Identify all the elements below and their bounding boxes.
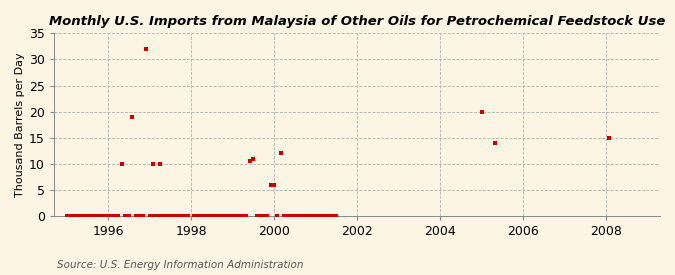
Y-axis label: Thousand Barrels per Day: Thousand Barrels per Day bbox=[15, 52, 25, 197]
Point bbox=[144, 214, 155, 218]
Point bbox=[155, 214, 165, 218]
Point bbox=[99, 214, 110, 218]
Point bbox=[217, 214, 227, 218]
Point bbox=[241, 214, 252, 218]
Point bbox=[290, 214, 300, 218]
Point bbox=[109, 214, 120, 218]
Point bbox=[103, 214, 113, 218]
Point bbox=[124, 214, 134, 218]
Point bbox=[275, 151, 286, 156]
Point bbox=[75, 214, 86, 218]
Point bbox=[238, 214, 248, 218]
Point bbox=[306, 214, 317, 218]
Point bbox=[189, 214, 200, 218]
Point bbox=[293, 214, 304, 218]
Point bbox=[199, 214, 210, 218]
Point bbox=[317, 214, 328, 218]
Point bbox=[155, 162, 165, 166]
Point bbox=[210, 214, 221, 218]
Point bbox=[296, 214, 307, 218]
Point bbox=[179, 214, 190, 218]
Point bbox=[68, 214, 79, 218]
Point bbox=[141, 47, 152, 51]
Point bbox=[331, 214, 342, 218]
Point bbox=[168, 214, 179, 218]
Point bbox=[272, 214, 283, 218]
Point bbox=[303, 214, 314, 218]
Point bbox=[314, 214, 325, 218]
Point bbox=[279, 214, 290, 218]
Point bbox=[137, 214, 148, 218]
Point bbox=[248, 156, 259, 161]
Point bbox=[176, 214, 186, 218]
Point bbox=[120, 214, 131, 218]
Point bbox=[265, 183, 276, 187]
Point bbox=[72, 214, 82, 218]
Point bbox=[234, 214, 245, 218]
Point bbox=[310, 214, 321, 218]
Point bbox=[476, 109, 487, 114]
Point bbox=[327, 214, 338, 218]
Point bbox=[82, 214, 92, 218]
Point bbox=[262, 214, 273, 218]
Point bbox=[61, 214, 72, 218]
Point bbox=[172, 214, 183, 218]
Point bbox=[282, 214, 293, 218]
Point bbox=[106, 214, 117, 218]
Point bbox=[113, 214, 124, 218]
Point bbox=[134, 214, 144, 218]
Point bbox=[207, 214, 217, 218]
Point bbox=[300, 214, 310, 218]
Text: Source: U.S. Energy Information Administration: Source: U.S. Energy Information Administ… bbox=[57, 260, 304, 270]
Point bbox=[203, 214, 214, 218]
Point bbox=[286, 214, 297, 218]
Point bbox=[182, 214, 193, 218]
Point bbox=[220, 214, 231, 218]
Point bbox=[165, 214, 176, 218]
Point bbox=[490, 141, 501, 145]
Point bbox=[65, 214, 76, 218]
Point bbox=[85, 214, 96, 218]
Point bbox=[259, 214, 269, 218]
Point bbox=[116, 162, 127, 166]
Point bbox=[223, 214, 234, 218]
Title: Monthly U.S. Imports from Malaysia of Other Oils for Petrochemical Feedstock Use: Monthly U.S. Imports from Malaysia of Ot… bbox=[49, 15, 666, 28]
Point bbox=[158, 214, 169, 218]
Point bbox=[254, 214, 265, 218]
Point bbox=[244, 159, 255, 163]
Point bbox=[127, 115, 138, 119]
Point bbox=[92, 214, 103, 218]
Point bbox=[151, 214, 162, 218]
Point bbox=[321, 214, 331, 218]
Point bbox=[130, 214, 141, 218]
Point bbox=[78, 214, 89, 218]
Point bbox=[161, 214, 172, 218]
Point bbox=[269, 183, 279, 187]
Point bbox=[604, 136, 615, 140]
Point bbox=[251, 214, 262, 218]
Point bbox=[231, 214, 242, 218]
Point bbox=[213, 214, 224, 218]
Point bbox=[148, 214, 159, 218]
Point bbox=[227, 214, 238, 218]
Point bbox=[324, 214, 335, 218]
Point bbox=[89, 214, 100, 218]
Point bbox=[96, 214, 107, 218]
Point bbox=[192, 214, 203, 218]
Point bbox=[147, 162, 158, 166]
Point bbox=[196, 214, 207, 218]
